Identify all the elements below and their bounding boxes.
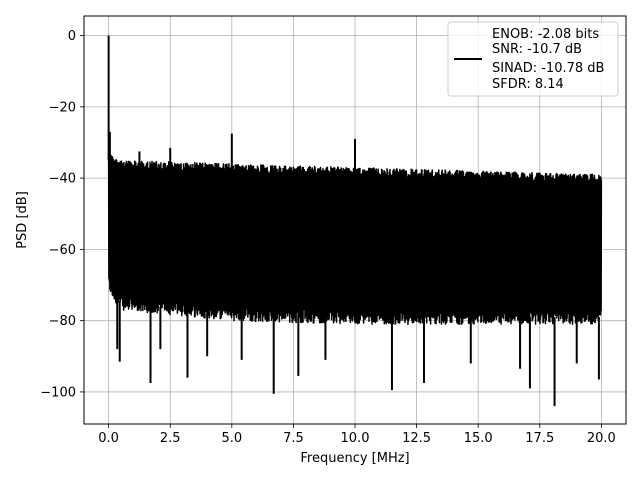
x-axis-label: Frequency [MHz] bbox=[300, 451, 409, 466]
legend-line-snr: SNR: -10.7 dB bbox=[492, 42, 582, 57]
psd-series bbox=[107, 35, 603, 407]
x-tick-label: 17.5 bbox=[525, 431, 554, 446]
y-tick-label: 0 bbox=[68, 29, 76, 44]
x-axis-ticks: 0.0 2.5 5.0 7.5 10.0 12.5 15.0 17.5 20.0 bbox=[98, 424, 616, 446]
x-tick-label: 15.0 bbox=[464, 431, 493, 446]
legend-line-enob: ENOB: -2.08 bits bbox=[492, 27, 599, 42]
x-tick-label: 7.5 bbox=[283, 431, 304, 446]
y-tick-label: −100 bbox=[40, 385, 76, 400]
y-axis-label: PSD [dB] bbox=[15, 191, 30, 249]
y-tick-label: −20 bbox=[49, 100, 76, 115]
legend: ENOB: -2.08 bits SNR: -10.7 dB SINAD: -1… bbox=[447, 21, 619, 97]
legend-line-sinad: SINAD: -10.78 dB bbox=[492, 61, 604, 76]
x-tick-label: 2.5 bbox=[160, 431, 181, 446]
y-tick-label: −80 bbox=[49, 314, 76, 329]
x-tick-label: 20.0 bbox=[587, 431, 616, 446]
psd-noise-trace bbox=[107, 154, 603, 325]
y-tick-label: −60 bbox=[49, 243, 76, 258]
x-tick-label: 5.0 bbox=[221, 431, 242, 446]
x-tick-label: 0.0 bbox=[98, 431, 119, 446]
x-tick-label: 10.0 bbox=[341, 431, 370, 446]
x-tick-label: 12.5 bbox=[402, 431, 431, 446]
y-tick-label: −40 bbox=[49, 172, 76, 187]
legend-line-sfdr: SFDR: 8.14 bbox=[492, 77, 564, 92]
y-axis-ticks: 0 −20 −40 −60 −80 −100 bbox=[40, 29, 84, 400]
legend-box bbox=[447, 21, 619, 97]
